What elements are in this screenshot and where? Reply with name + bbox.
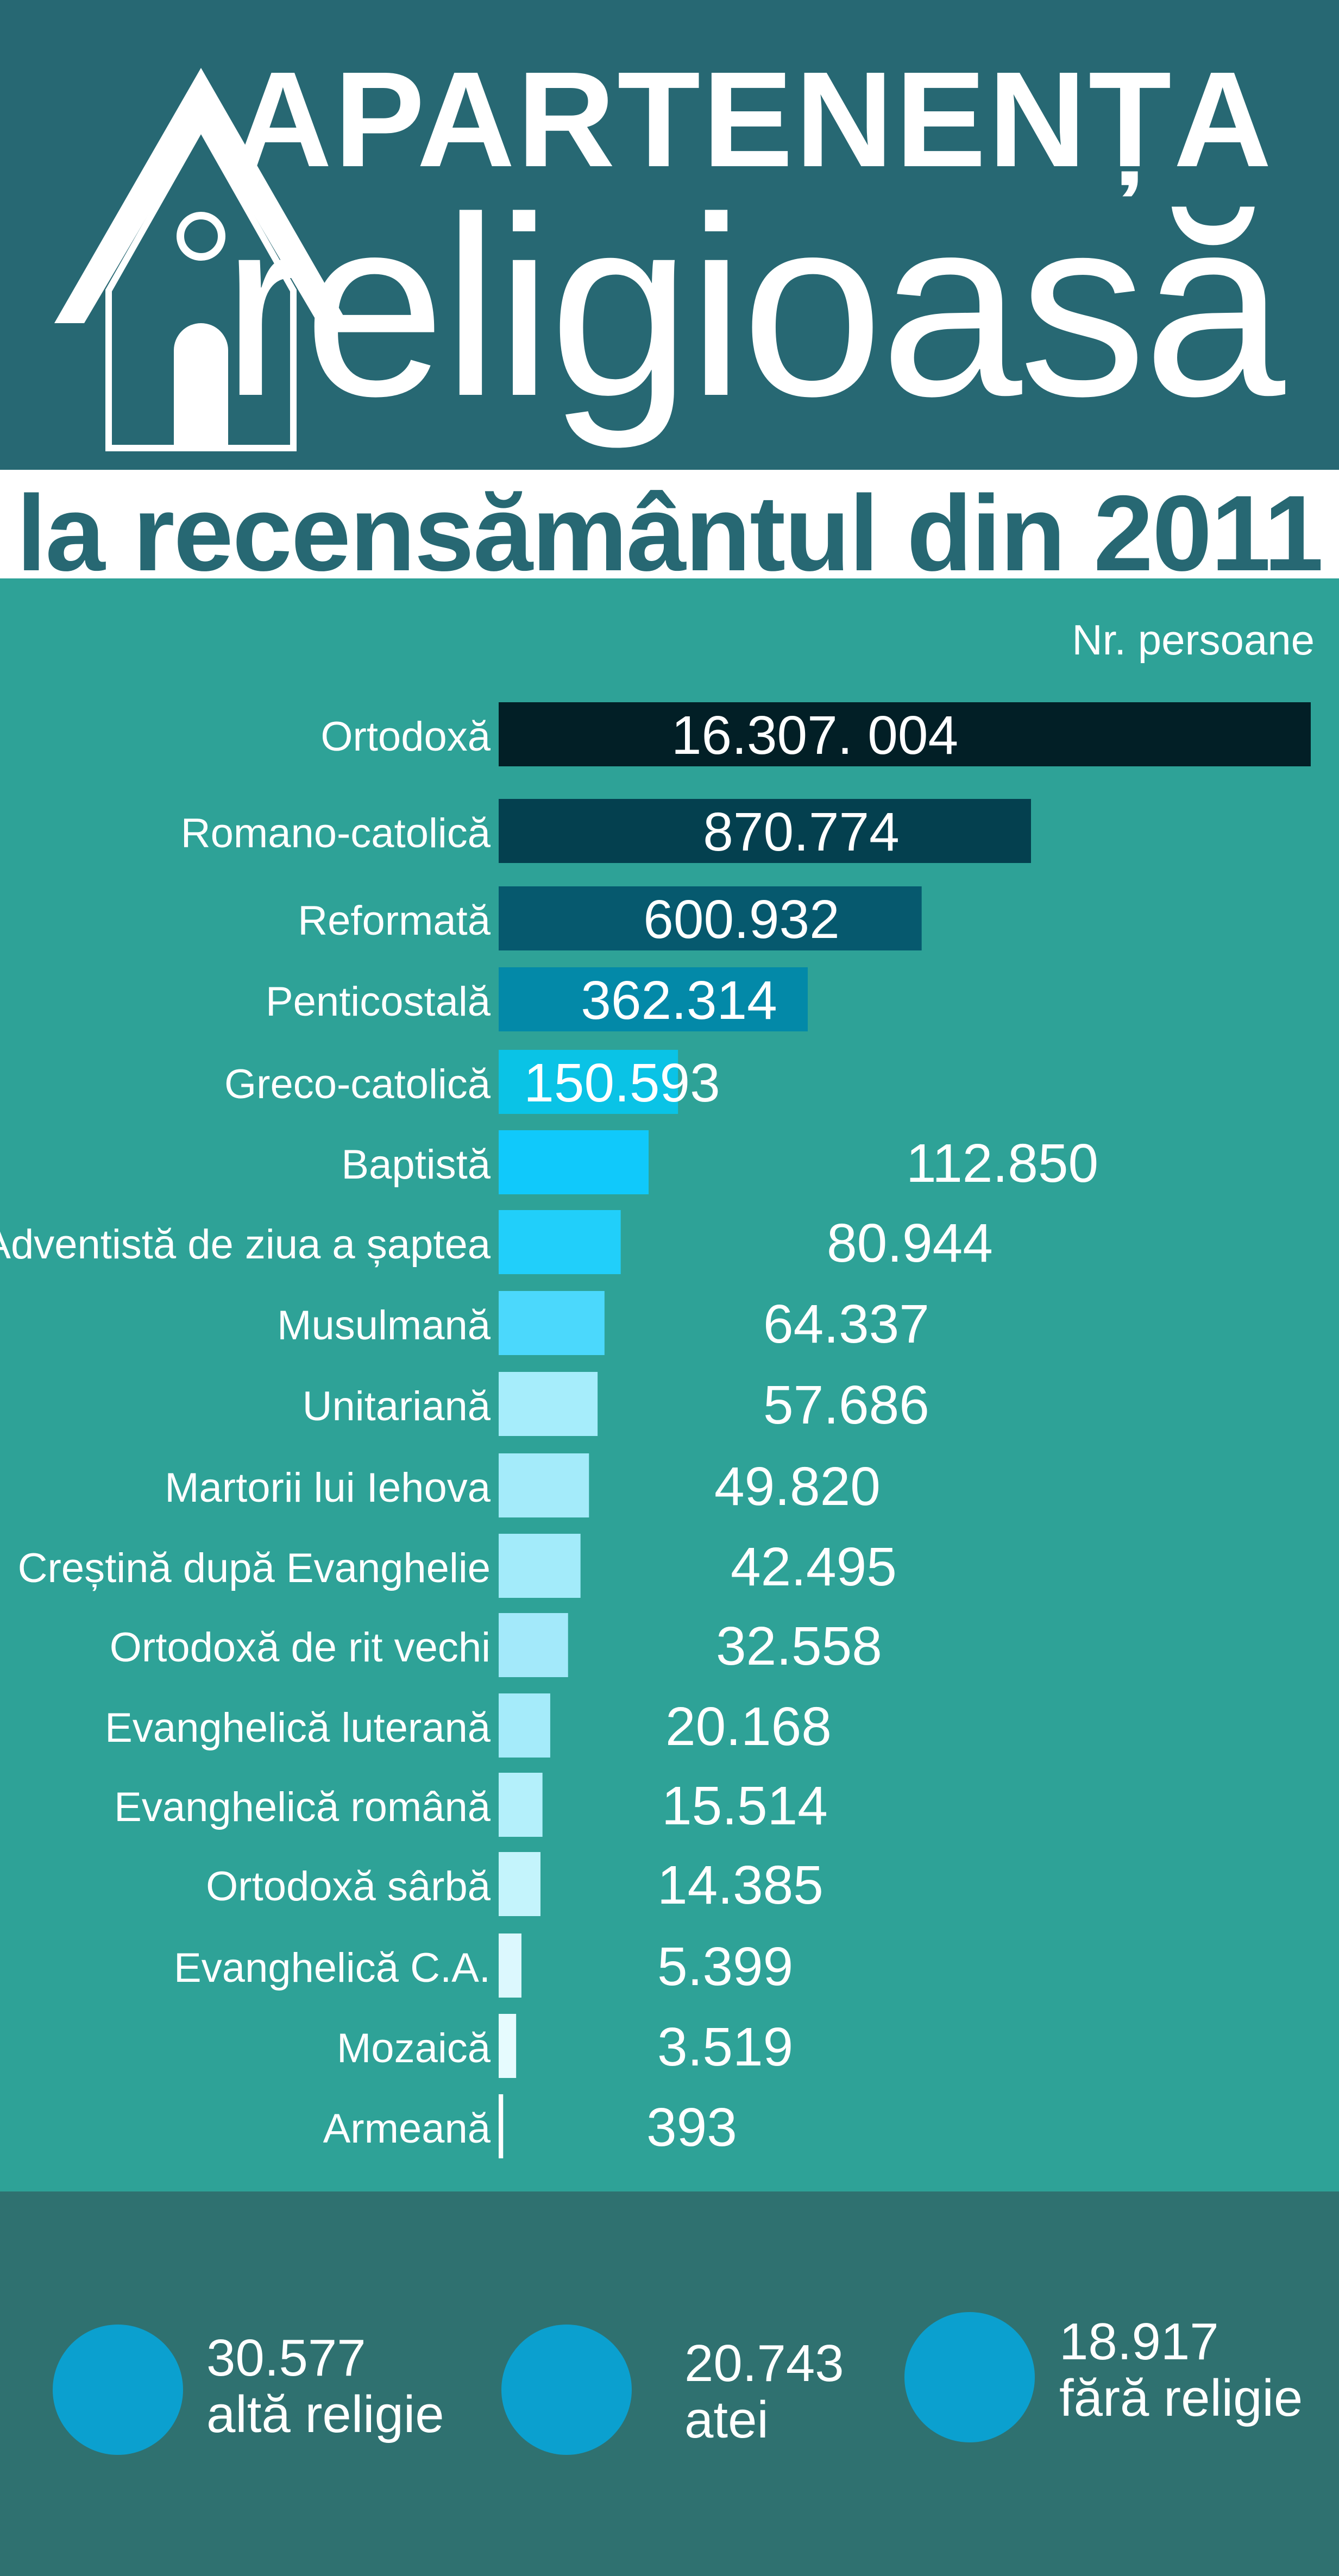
church-house-icon xyxy=(54,68,348,451)
bar xyxy=(499,967,808,1031)
stat-no-religion: 18.917 fără religie xyxy=(880,2191,1339,2576)
bar xyxy=(499,1693,550,1758)
bar xyxy=(499,1291,605,1355)
category-label: Musulmană xyxy=(277,1302,491,1349)
value-label: 49.820 xyxy=(714,1456,881,1517)
footer: 30.577 altă religie 20.743 atei 18.917 f… xyxy=(0,2191,1339,2576)
value-label: 32.558 xyxy=(716,1616,882,1677)
bar xyxy=(499,886,922,950)
category-label: Armeană xyxy=(323,2106,491,2152)
value-label: 14.385 xyxy=(657,1855,823,1916)
stat-label: altă religie xyxy=(206,2385,444,2443)
category-label: Unitariană xyxy=(303,1383,491,1429)
header: APARTENENȚA religioasă xyxy=(0,0,1339,470)
stat-text: 20.743 atei xyxy=(684,2335,844,2448)
category-label: Evanghelică română xyxy=(114,1784,491,1830)
bar xyxy=(499,1210,621,1274)
category-label: Ortodoxă xyxy=(320,714,491,760)
value-label: 42.495 xyxy=(731,1536,897,1597)
subtitle-band: la recensământul din 2011 xyxy=(0,470,1339,587)
value-label: 393 xyxy=(646,2097,737,2158)
stat-circle-icon xyxy=(501,2325,632,2455)
title-line-2: religioasă xyxy=(222,164,1285,449)
stat-label: fără religie xyxy=(1059,2369,1303,2427)
category-label: Evanghelică luterană xyxy=(105,1705,491,1751)
value-label: 80.944 xyxy=(827,1213,993,1274)
stat-value: 30.577 xyxy=(206,2329,366,2387)
category-label: Ortodoxă de rit vechi xyxy=(110,1624,491,1671)
stat-value: 20.743 xyxy=(684,2334,844,2392)
stat-text: 30.577 altă religie xyxy=(206,2330,444,2442)
bar xyxy=(499,1050,678,1114)
stat-circle-icon xyxy=(53,2325,183,2455)
category-label: Martorii lui Iehova xyxy=(165,1465,491,1511)
bar-chart: Nr. persoane Ortodoxă 16.307. 004 Romano-ca… xyxy=(0,616,1315,2158)
category-label: Evanghelică C.A. xyxy=(174,1945,491,1991)
category-label: Creștină după Evanghelie xyxy=(18,1545,491,1591)
value-label: 5.399 xyxy=(657,1936,793,1997)
bar xyxy=(499,1852,540,1916)
value-label: 64.337 xyxy=(763,1294,929,1355)
category-label: Romano-catolică xyxy=(181,810,491,856)
chart-area: Nr. persoane Ortodoxă 16.307. 004 Romano-ca… xyxy=(0,578,1339,2191)
value-label: 362.314 xyxy=(581,970,777,1031)
value-label: 112.850 xyxy=(906,1133,1098,1194)
bar xyxy=(499,2014,517,2078)
value-label: 20.168 xyxy=(665,1696,832,1757)
stat-other-religion: 30.577 altă religie xyxy=(0,2191,445,2576)
category-label: Baptistă xyxy=(341,1142,491,1188)
bar xyxy=(499,1130,649,1194)
stat-value: 18.917 xyxy=(1059,2313,1219,2371)
stat-text: 18.917 fără religie xyxy=(1059,2314,1303,2426)
bar xyxy=(499,799,1031,863)
value-label: 16.307. 004 xyxy=(671,705,958,766)
category-label: Penticostală xyxy=(266,979,491,1025)
subtitle: la recensământul din 2011 xyxy=(16,473,1323,593)
category-label: Adventistă de ziua a șaptea xyxy=(0,1221,491,1268)
stat-atheists: 20.743 atei xyxy=(445,2191,880,2576)
bar xyxy=(499,2094,504,2158)
category-label: Reformată xyxy=(298,898,491,944)
value-label: 600.932 xyxy=(643,889,839,950)
value-label: 57.686 xyxy=(763,1375,929,1435)
value-label: 15.514 xyxy=(662,1775,828,1836)
value-label: 3.519 xyxy=(657,2017,793,2077)
bar xyxy=(499,1534,581,1598)
bar xyxy=(499,1453,589,1517)
value-label: 870.774 xyxy=(703,802,899,862)
bar xyxy=(499,1933,521,1998)
bar xyxy=(499,1372,598,1436)
stat-label: atei xyxy=(684,2390,769,2449)
category-label: Ortodoxă sârbă xyxy=(206,1863,491,1910)
category-label: Greco-catolică xyxy=(224,1061,491,1107)
value-label: 150.593 xyxy=(524,1053,720,1113)
title-line-1: APARTENENȚA xyxy=(234,43,1274,195)
bar xyxy=(499,1773,543,1837)
category-label: Mozaică xyxy=(337,2025,491,2071)
stat-circle-icon xyxy=(904,2312,1035,2442)
bar xyxy=(499,1613,568,1677)
unit-label: Nr. persoane xyxy=(1072,616,1315,664)
bar xyxy=(499,702,1311,766)
